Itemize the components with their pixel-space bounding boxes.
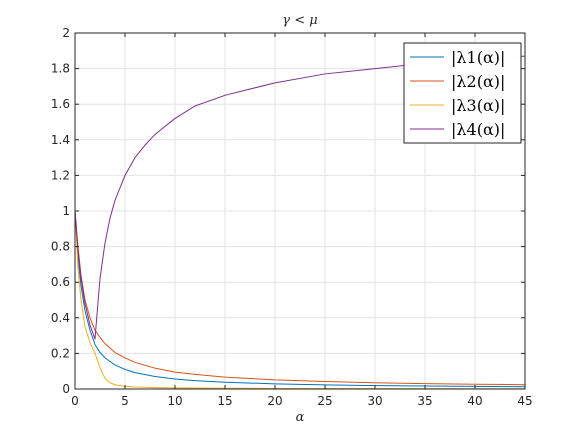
legend-box	[403, 42, 522, 144]
y-tick-label: 0.4	[51, 311, 70, 325]
legend-entry: |λ2(α)|	[451, 72, 505, 91]
x-tick-label: 15	[217, 394, 232, 408]
series-line-4	[74, 55, 526, 340]
ticks: 0 5 10 15 20 25 30 35 40 45 0 0.2 0.4 0.6 0.8 1 1.2 1.4 1.…	[51, 26, 533, 408]
y-tick-label: 0.6	[51, 275, 70, 289]
y-tick-label: 1.6	[51, 97, 70, 111]
series-line-3	[74, 210, 526, 390]
x-tick-label: 45	[517, 394, 532, 408]
legend-entry: |λ4(α)|	[451, 120, 505, 139]
x-tick-label: 20	[267, 394, 282, 408]
x-tick-label: 25	[317, 394, 332, 408]
chart-title: γ < μ	[282, 13, 317, 28]
x-axis-label: α	[296, 410, 305, 425]
y-tick-label: 0	[62, 382, 70, 396]
x-tick-label: 0	[71, 394, 79, 408]
legend-entry: |λ3(α)|	[451, 96, 505, 115]
x-tick-label: 30	[367, 394, 382, 408]
y-tick-label: 1.4	[51, 133, 70, 147]
y-tick-label: 2	[62, 26, 70, 40]
x-tick-label: 35	[417, 394, 432, 408]
x-tick-label: 40	[467, 394, 482, 408]
y-tick-label: 1.8	[51, 62, 70, 76]
legend: |λ1(α)| |λ2(α)| |λ3(α)| |λ4(α)|	[403, 42, 522, 144]
series-lines	[74, 55, 526, 390]
y-tick-label: 0.8	[51, 240, 70, 254]
x-tick-label: 10	[167, 394, 182, 408]
series-line-2	[74, 210, 526, 386]
series-line-1	[74, 210, 526, 388]
legend-entry: |λ1(α)|	[451, 48, 505, 67]
y-tick-label: 1.2	[51, 168, 70, 182]
y-tick-label: 1	[62, 204, 70, 218]
y-tick-label: 0.2	[51, 346, 70, 360]
x-tick-label: 5	[121, 394, 129, 408]
